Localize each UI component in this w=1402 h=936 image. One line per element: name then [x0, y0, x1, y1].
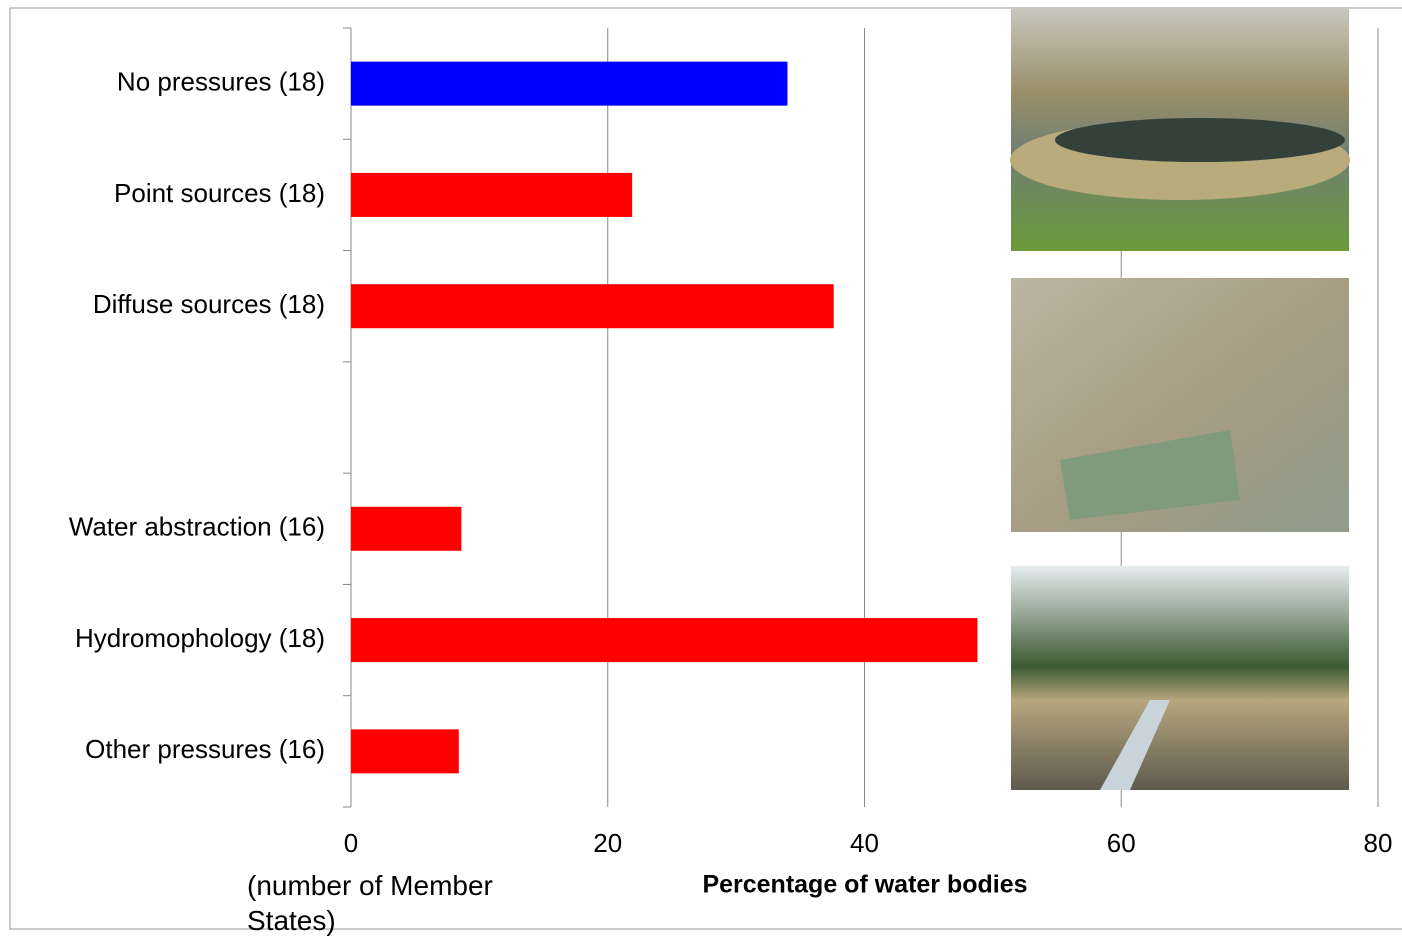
photo-detail: [1055, 118, 1345, 162]
bar: [351, 61, 788, 106]
y-tick-label: Hydromophology (18): [75, 623, 325, 653]
bar: [351, 729, 459, 774]
photo-detail: [1060, 430, 1240, 520]
y-tick-label: Diffuse sources (18): [93, 289, 325, 319]
bar: [351, 172, 633, 217]
frame: [9, 7, 1402, 930]
x-axis-label: Percentage of water bodies: [702, 871, 1027, 899]
x-tick-label: 60: [1107, 828, 1136, 858]
photo: [1011, 566, 1349, 790]
y-tick-label: No pressures (18): [117, 67, 325, 97]
y-tick-label: Water abstraction (16): [69, 512, 325, 542]
y-tick-label: Point sources (18): [114, 178, 325, 208]
bar: [351, 618, 978, 663]
x-tick-label: 20: [593, 828, 622, 858]
bar: [351, 284, 834, 329]
x-tick-label: 0: [344, 828, 358, 858]
y-tick-label: Other pressures (16): [85, 734, 325, 764]
note: (number of Member States): [247, 870, 493, 936]
bar: [351, 506, 462, 551]
x-tick-label: 40: [850, 828, 879, 858]
photo-detail: [1100, 700, 1170, 790]
x-tick-label: 80: [1364, 828, 1393, 858]
